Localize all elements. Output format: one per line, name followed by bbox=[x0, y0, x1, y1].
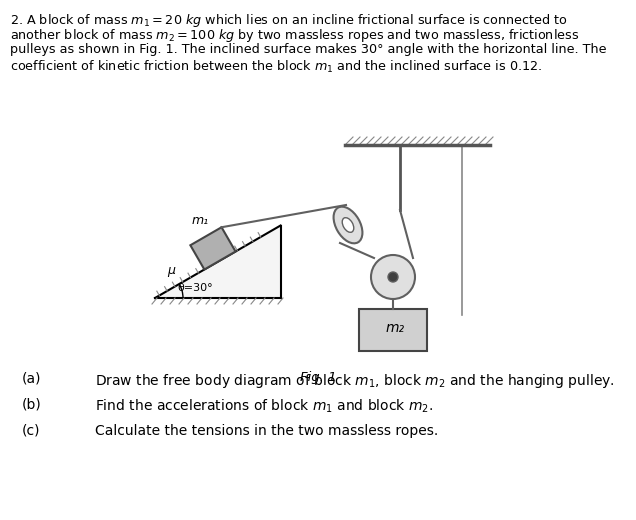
Text: pulleys as shown in Fig. 1. The inclined surface makes 30° angle with the horizo: pulleys as shown in Fig. 1. The inclined… bbox=[10, 43, 607, 56]
Text: θ=30°: θ=30° bbox=[177, 283, 212, 293]
Circle shape bbox=[371, 255, 415, 299]
Text: m₁: m₁ bbox=[191, 214, 209, 227]
Bar bbox=[359, 309, 427, 351]
Polygon shape bbox=[155, 226, 280, 298]
Text: Fig. 1: Fig. 1 bbox=[300, 371, 336, 384]
Polygon shape bbox=[190, 227, 235, 269]
Text: m₂: m₂ bbox=[385, 321, 404, 335]
Text: 2. A block of mass $m_1 = 20\ kg$ which lies on an incline frictional surface is: 2. A block of mass $m_1 = 20\ kg$ which … bbox=[10, 12, 568, 29]
Ellipse shape bbox=[342, 218, 354, 232]
Text: (b): (b) bbox=[22, 398, 42, 412]
Text: Find the accelerations of block $m_1$ and block $m_2$.: Find the accelerations of block $m_1$ an… bbox=[95, 398, 433, 415]
Circle shape bbox=[388, 272, 398, 282]
Text: (c): (c) bbox=[22, 424, 41, 438]
Text: another block of mass $m_2 = 100\ kg$ by two massless ropes and two massless, fr: another block of mass $m_2 = 100\ kg$ by… bbox=[10, 28, 579, 45]
Text: μ: μ bbox=[167, 264, 175, 277]
Text: Draw the free body diagram of block $m_1$, block $m_2$ and the hanging pulley.: Draw the free body diagram of block $m_1… bbox=[95, 372, 615, 390]
Text: coefficient of kinetic friction between the block $m_1$ and the inclined surface: coefficient of kinetic friction between … bbox=[10, 58, 542, 74]
Text: (a): (a) bbox=[22, 372, 41, 386]
Text: Calculate the tensions in the two massless ropes.: Calculate the tensions in the two massle… bbox=[95, 424, 438, 438]
Ellipse shape bbox=[333, 206, 363, 243]
